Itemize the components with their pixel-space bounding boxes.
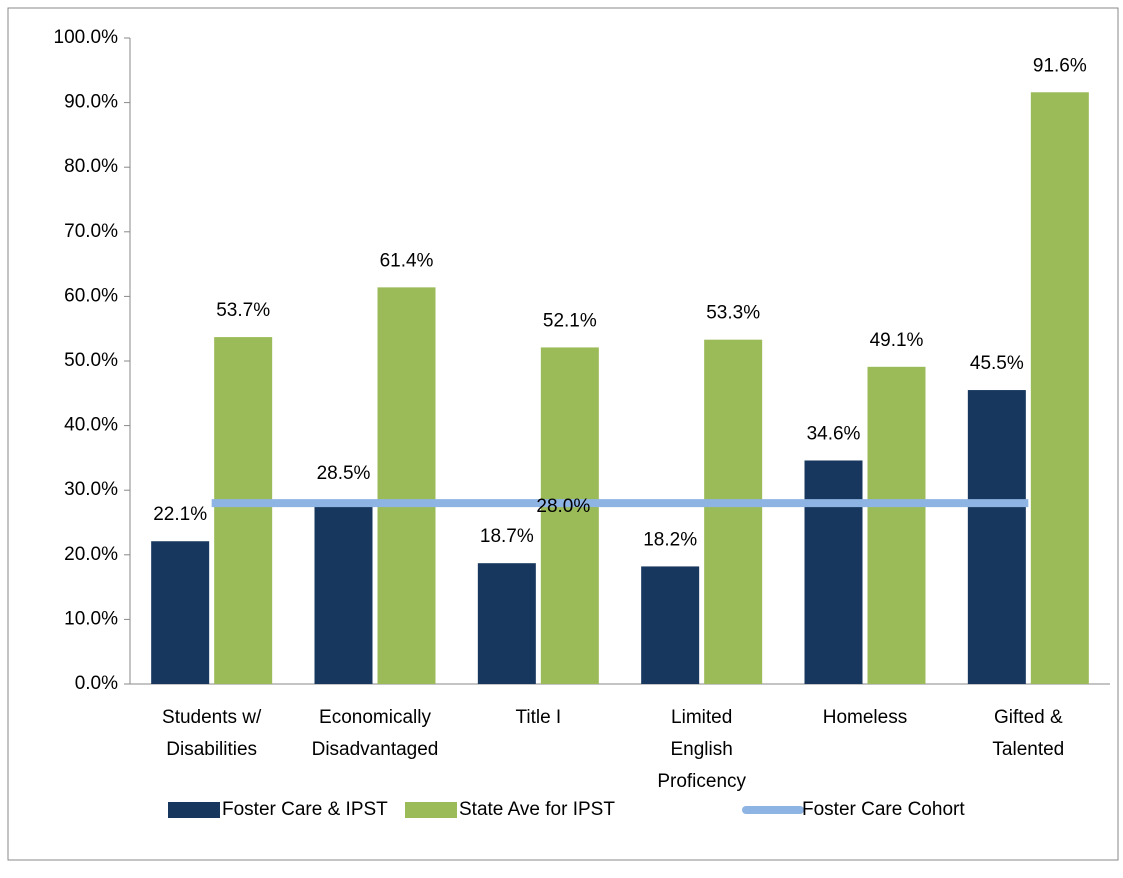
x-tick-line: Students w/ xyxy=(162,707,262,728)
y-tick-label: 40.0% xyxy=(64,415,118,436)
legend-label: Foster Care Cohort xyxy=(802,799,965,820)
bar xyxy=(704,339,763,684)
data-label: 52.1% xyxy=(543,310,597,331)
legend-label: State Ave for IPST xyxy=(459,799,615,820)
y-tick-label: 10.0% xyxy=(64,608,118,629)
bar xyxy=(151,541,210,684)
x-tick-line: Homeless xyxy=(823,707,907,728)
bar xyxy=(967,390,1026,684)
data-label: 53.3% xyxy=(706,303,760,324)
chart-frame xyxy=(7,7,1119,861)
y-tick-label: 20.0% xyxy=(64,544,118,565)
bar xyxy=(867,366,926,684)
x-tick-line: Gifted & xyxy=(994,707,1063,728)
x-tick-label: Limited English Proficency xyxy=(657,707,746,792)
bar xyxy=(804,460,863,684)
data-label: 28.5% xyxy=(317,463,371,484)
data-label: 18.7% xyxy=(480,526,534,547)
y-tick-label: 0.0% xyxy=(75,673,118,694)
data-label: 34.6% xyxy=(807,423,861,444)
x-tick-line: Disadvantaged xyxy=(312,739,439,760)
data-label: 22.1% xyxy=(153,504,207,525)
x-tick-line: Limited xyxy=(671,707,732,728)
y-tick-label: 70.0% xyxy=(64,221,118,242)
y-tick-label: 100.0% xyxy=(54,27,119,48)
data-label: 53.7% xyxy=(216,300,270,321)
x-tick-label: Economically Disadvantaged xyxy=(312,707,439,760)
data-label: 45.5% xyxy=(970,353,1024,374)
y-tick-label: 80.0% xyxy=(64,156,118,177)
y-tick-label: 60.0% xyxy=(64,285,118,306)
x-tick-line: Economically xyxy=(319,707,431,728)
x-tick-line: Disabilities xyxy=(166,739,257,760)
bar xyxy=(314,499,373,684)
y-tick-label: 90.0% xyxy=(64,92,118,113)
bar xyxy=(1030,92,1089,685)
legend-swatch xyxy=(168,802,220,818)
x-tick-line: English xyxy=(671,739,733,760)
x-tick-label: Title I xyxy=(515,707,561,728)
x-tick-line: Proficency xyxy=(657,771,746,792)
x-tick-label: Gifted & Talented xyxy=(992,707,1064,760)
y-tick-label: 50.0% xyxy=(64,350,118,371)
bar xyxy=(540,347,599,684)
y-tick-label: 30.0% xyxy=(64,479,118,500)
data-label: 91.6% xyxy=(1033,55,1087,76)
x-tick-label: Students w/Disabilities xyxy=(162,707,262,760)
bar xyxy=(641,566,700,684)
data-label: 61.4% xyxy=(380,250,434,271)
x-tick-line: Talented xyxy=(992,739,1064,760)
data-label: 18.2% xyxy=(643,529,697,550)
legend-label: Foster Care & IPST xyxy=(222,799,388,820)
x-tick-label: Homeless xyxy=(823,707,907,728)
legend-swatch xyxy=(405,802,457,818)
x-tick-line: Title I xyxy=(515,707,561,728)
data-label: 28.0% xyxy=(536,496,590,517)
bar xyxy=(477,563,536,684)
data-label: 49.1% xyxy=(870,330,924,351)
bar xyxy=(214,337,273,684)
bar xyxy=(377,287,436,684)
